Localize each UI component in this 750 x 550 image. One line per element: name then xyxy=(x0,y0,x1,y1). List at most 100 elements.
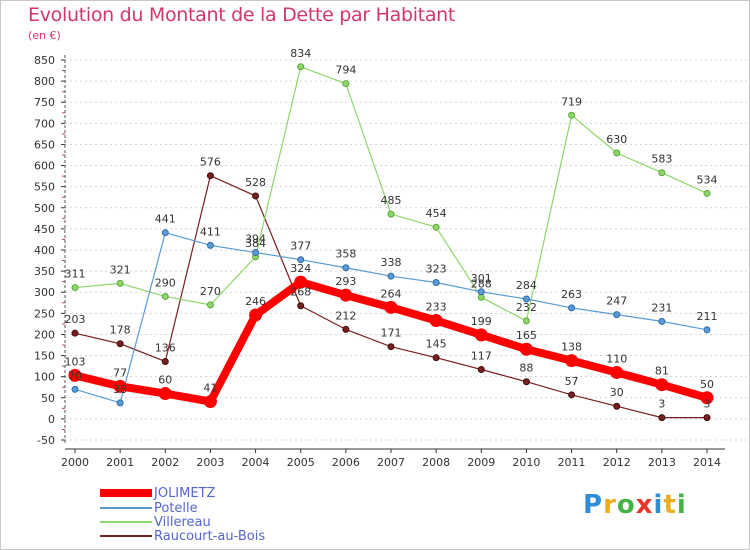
x-tick-label: 2005 xyxy=(287,456,315,469)
legend-item-jolimetz: JOLIMETZ xyxy=(100,486,360,501)
legend-swatch-villereau xyxy=(100,521,152,523)
x-tick-label: 2011 xyxy=(558,456,586,469)
legend-item-raucourt-au-bois: Raucourt-au-Bois xyxy=(100,529,360,544)
x-tick-label: 2001 xyxy=(106,456,134,469)
legend-label-jolimetz: JOLIMETZ xyxy=(154,486,216,501)
logo-letter: x xyxy=(635,490,654,520)
data-point-potelle xyxy=(116,399,124,407)
data-point-potelle xyxy=(342,264,350,272)
data-point-jolimetz xyxy=(655,378,669,392)
data-label-potelle: 284 xyxy=(516,279,537,292)
logo-letter: t xyxy=(663,490,677,520)
y-tick-label: 500 xyxy=(34,202,55,215)
y-tick-label: 850 xyxy=(34,54,55,67)
data-point-raucourt-au-bois xyxy=(613,402,621,410)
data-point-raucourt-au-bois xyxy=(387,343,395,351)
data-point-raucourt-au-bois xyxy=(71,329,79,337)
data-point-villereau xyxy=(703,189,711,197)
data-label-raucourt-au-bois: 136 xyxy=(155,341,176,354)
data-point-villereau xyxy=(206,301,214,309)
data-point-potelle xyxy=(522,295,530,303)
data-label-potelle: 323 xyxy=(426,263,447,276)
data-label-villereau: 794 xyxy=(335,64,356,77)
data-label-raucourt-au-bois: 203 xyxy=(65,313,86,326)
y-tick-label: 700 xyxy=(34,117,55,130)
data-label-raucourt-au-bois: 268 xyxy=(290,286,311,299)
data-point-villereau xyxy=(522,317,530,325)
data-point-jolimetz xyxy=(68,368,82,382)
data-point-raucourt-au-bois xyxy=(297,302,305,310)
data-label-potelle: 247 xyxy=(606,295,627,308)
data-point-potelle xyxy=(297,256,305,264)
data-label-jolimetz: 138 xyxy=(561,341,582,354)
y-tick-label: 750 xyxy=(34,96,55,109)
x-tick-label: 2003 xyxy=(196,456,224,469)
data-point-raucourt-au-bois xyxy=(432,354,440,362)
data-point-villereau xyxy=(342,80,350,88)
data-label-raucourt-au-bois: 117 xyxy=(471,349,492,362)
y-tick-label: 150 xyxy=(34,350,55,363)
data-point-jolimetz xyxy=(294,275,308,289)
y-tick-label: 450 xyxy=(34,223,55,236)
data-label-jolimetz: 110 xyxy=(606,352,627,365)
x-tick-label: 2014 xyxy=(693,456,721,469)
legend-item-potelle: Potelle xyxy=(100,501,360,516)
data-labels: 203 178 136 576 528 268 212 171 145 117 88 57 30 3 3 31… xyxy=(65,47,718,411)
data-label-potelle: 441 xyxy=(155,213,176,226)
data-point-jolimetz xyxy=(610,365,624,379)
data-label-jolimetz: 324 xyxy=(290,262,311,275)
logo-letter: o xyxy=(616,490,636,520)
y-tick-label: 250 xyxy=(34,307,55,320)
data-label-potelle: 411 xyxy=(200,225,221,238)
data-label-jolimetz: 199 xyxy=(471,315,492,328)
data-label-raucourt-au-bois: 88 xyxy=(519,362,533,375)
data-point-raucourt-au-bois xyxy=(522,378,530,386)
series-layer xyxy=(68,63,714,422)
data-label-villereau: 583 xyxy=(651,153,672,166)
x-tick-label: 2013 xyxy=(648,456,676,469)
data-label-jolimetz: 264 xyxy=(381,287,402,300)
data-point-villereau xyxy=(387,210,395,218)
y-tick-label: 550 xyxy=(34,181,55,194)
data-label-raucourt-au-bois: 145 xyxy=(426,338,447,351)
logo-letter: i xyxy=(676,490,687,520)
data-point-villereau xyxy=(116,279,124,287)
data-label-potelle: 263 xyxy=(561,288,582,301)
data-label-jolimetz: 103 xyxy=(65,355,86,368)
data-point-potelle xyxy=(703,326,711,334)
data-point-potelle xyxy=(658,317,666,325)
data-point-raucourt-au-bois xyxy=(206,172,214,180)
data-label-raucourt-au-bois: 3 xyxy=(704,398,711,411)
chart-title: Evolution du Montant de la Dette par Hab… xyxy=(28,4,456,26)
data-point-jolimetz xyxy=(474,328,488,342)
y-tick-label: -50 xyxy=(37,434,55,447)
y-tick-label: 350 xyxy=(34,265,55,278)
data-point-jolimetz xyxy=(519,342,533,356)
y-tick-label: 100 xyxy=(34,371,55,384)
y-tick-label: 600 xyxy=(34,160,55,173)
data-label-potelle: 358 xyxy=(335,248,356,261)
legend-item-villereau: Villereau xyxy=(100,515,360,530)
x-tick-label: 2002 xyxy=(151,456,179,469)
data-point-potelle xyxy=(477,288,485,296)
data-point-jolimetz xyxy=(384,300,398,314)
data-point-jolimetz xyxy=(429,314,443,328)
data-label-potelle: 70 xyxy=(68,369,82,382)
data-point-villereau xyxy=(613,149,621,157)
data-label-raucourt-au-bois: 3 xyxy=(658,398,665,411)
data-point-raucourt-au-bois xyxy=(568,391,576,399)
data-point-villereau xyxy=(568,111,576,119)
data-label-jolimetz: 50 xyxy=(700,378,714,391)
chart-subtitle: (en €) xyxy=(28,29,61,42)
data-label-potelle: 231 xyxy=(651,301,672,314)
x-tick-label: 2009 xyxy=(467,456,495,469)
y-tick-label: 200 xyxy=(34,328,55,341)
x-tick-label: 2008 xyxy=(422,456,450,469)
x-tick-labels: 2000 2001 2002 2003 2004 2005 2006 2007 2008 2009… xyxy=(61,456,721,469)
data-label-raucourt-au-bois: 212 xyxy=(335,309,356,322)
data-label-villereau: 288 xyxy=(471,277,492,290)
data-point-potelle xyxy=(432,279,440,287)
x-tick-label: 2004 xyxy=(242,456,270,469)
data-label-villereau: 384 xyxy=(245,237,266,250)
